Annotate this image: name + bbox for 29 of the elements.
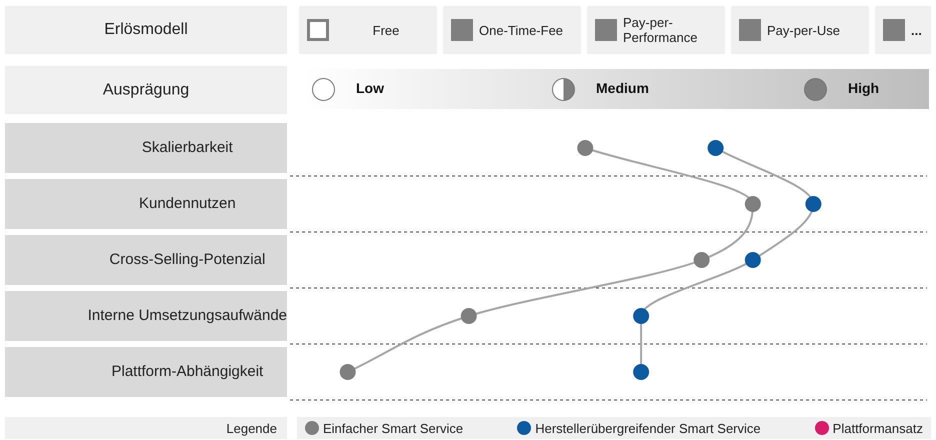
legend-label: Herstellerübergreifender Smart Service — [535, 420, 761, 436]
point — [633, 308, 650, 324]
y-tick-label: Cross-Selling-Potenzial — [109, 251, 266, 268]
text: One-Time-Fee — [479, 22, 564, 38]
text: Pay-per-Use — [767, 22, 841, 38]
point — [744, 196, 761, 212]
point — [340, 364, 356, 380]
text: Medium — [596, 80, 649, 96]
legend-label: Plattformansatz — [832, 420, 923, 436]
point — [708, 140, 724, 156]
text: Pay-per-Performance — [623, 15, 698, 45]
y-tick-label: Kundennutzen — [138, 195, 236, 212]
y-tick-label: Skalierbarkeit — [142, 139, 234, 156]
point — [694, 252, 710, 268]
text: Low — [356, 80, 384, 96]
y-tick-label: Plattform-Abhängigkeit — [111, 363, 264, 380]
point — [460, 308, 477, 324]
legend-title: Legende — [5, 417, 287, 439]
point — [577, 140, 594, 156]
x-axis-title: Ausprägung — [102, 81, 190, 98]
text: Erlösmodell — [5, 6, 287, 54]
text: Free — [372, 22, 400, 38]
point — [805, 196, 822, 212]
legend-label: Einfacher Smart Service — [323, 420, 464, 436]
point — [744, 252, 761, 268]
y-tick-label: Interne Umsetzungsaufwände — [88, 307, 288, 324]
text: ... — [911, 22, 923, 38]
point — [633, 364, 650, 380]
text: High — [848, 80, 880, 96]
